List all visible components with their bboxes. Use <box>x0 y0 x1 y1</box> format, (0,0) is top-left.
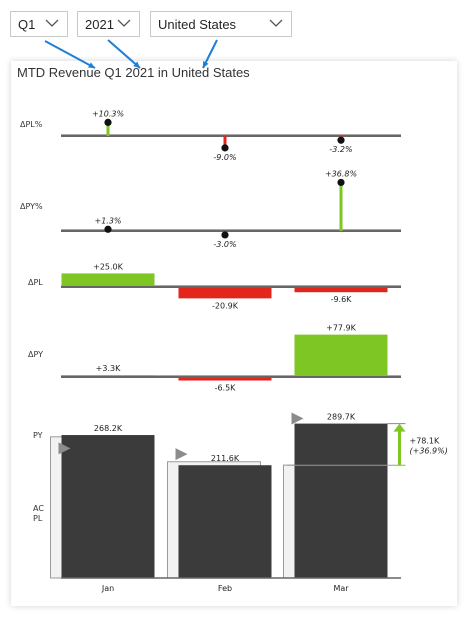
quarter-dropdown[interactable]: Q1 <box>10 11 68 37</box>
dpl-row-label: ΔPL <box>28 278 43 287</box>
revenue-chart-card: MTD Revenue Q1 2021 in United States ΔPL… <box>11 61 457 606</box>
x-tick-jan: Jan <box>101 584 114 593</box>
dpy-label-mar: +77.9K <box>326 324 357 333</box>
dpy-bar-feb <box>178 377 272 381</box>
dpy_pct-label-jan: +1.3% <box>94 216 121 225</box>
chevron-down-icon <box>117 19 131 27</box>
dpl_pct-label-mar: -3.2% <box>329 145 352 154</box>
x-tick-feb: Feb <box>218 584 232 593</box>
ac-value-label-mar: 289.7K <box>327 413 356 422</box>
dpy-bar-mar <box>294 334 388 377</box>
year-value: 2021 <box>85 16 114 32</box>
country-value: United States <box>158 16 237 32</box>
x-tick-mar: Mar <box>333 584 349 593</box>
dpl_pct-pin-head-feb <box>221 144 229 152</box>
dpl-bar-feb <box>178 287 272 299</box>
dpl_pct-pin-head-mar <box>337 136 345 144</box>
dpy-label-feb: -6.5K <box>215 384 237 393</box>
dpy_pct-pin-head-mar <box>337 178 345 187</box>
chevron-down-icon <box>45 19 59 27</box>
ac-bar-mar <box>294 423 388 578</box>
dpy_pct-label-mar: +36.8% <box>325 169 357 178</box>
dpy_pct-label-feb: -3.0% <box>213 240 236 249</box>
ac-bar-feb <box>178 465 272 578</box>
dpy_pct-row-label: ΔPY% <box>20 202 43 211</box>
chevron-down-icon <box>269 19 283 27</box>
ac-bar-jan <box>61 435 155 578</box>
variance-chart: ΔPL% +10.3% -9.0% -3.2% ΔPY% +1.3% -3.0% +36.8%… <box>20 109 448 593</box>
dpy_pct-pin-head-feb <box>221 231 229 239</box>
dpl_pct-label-feb: -9.0% <box>213 153 236 162</box>
dpl-bar-jan <box>61 273 155 287</box>
total-delta-label: +78.1K <box>410 437 441 446</box>
dpl-bar-mar <box>294 287 388 293</box>
total-delta-arrowhead <box>393 423 406 432</box>
pl-marker-mar <box>291 412 304 425</box>
ac-row-label: AC <box>33 504 44 513</box>
py-row-label: PY <box>33 431 43 440</box>
dpl-label-feb: -20.9K <box>212 301 239 310</box>
quarter-value: Q1 <box>18 16 36 32</box>
year-dropdown[interactable]: 2021 <box>77 11 140 37</box>
dpl_pct-row-label: ΔPL% <box>20 120 43 129</box>
dpl_pct-label-jan: +10.3% <box>92 109 124 118</box>
dpl_pct-pin-head-jan <box>104 118 112 127</box>
country-dropdown[interactable]: United States <box>150 11 292 37</box>
pl-marker-jan <box>58 442 71 455</box>
total-delta-percent: (+36.9%) <box>410 447 448 456</box>
ac-value-label-feb: 211.6K <box>211 454 240 463</box>
dpy_pct-pin-head-jan <box>104 225 112 233</box>
dpl-label-mar: -9.6K <box>331 295 353 304</box>
dpy-row-label: ΔPY <box>28 350 43 359</box>
dpl-label-jan: +25.0K <box>93 262 124 271</box>
dpy-label-jan: +3.3K <box>96 364 121 373</box>
pl-marker-feb <box>175 448 188 461</box>
pl-row-label: PL <box>33 514 43 523</box>
ac-value-label-jan: 268.2K <box>94 424 123 433</box>
